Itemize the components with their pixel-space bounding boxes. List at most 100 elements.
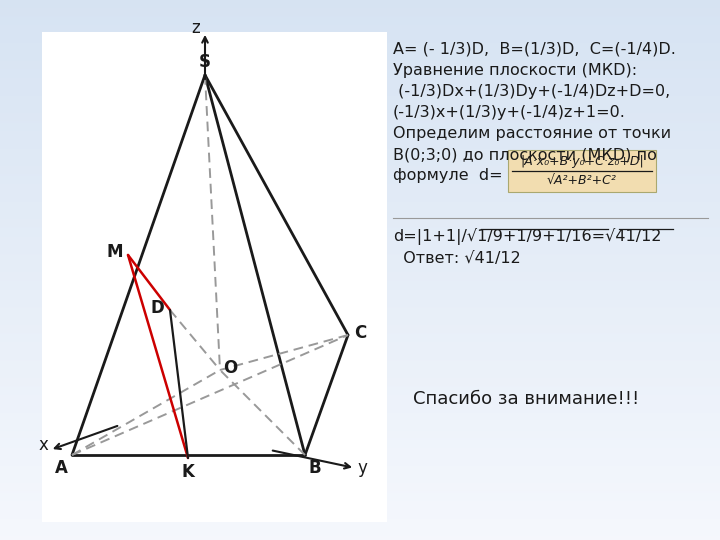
Bar (0, 201, 720, 202)
Bar (0, 515, 720, 516)
Bar (0, 428, 720, 429)
Bar (0, 65, 720, 66)
Bar (0, 371, 720, 372)
Bar (0, 186, 720, 187)
Bar (0, 382, 720, 383)
Bar (0, 450, 720, 451)
Bar (0, 152, 720, 153)
Bar (0, 332, 720, 333)
Bar (0, 491, 720, 492)
Bar (0, 287, 720, 288)
Bar (0, 304, 720, 305)
Bar (0, 106, 720, 107)
Bar (0, 264, 720, 265)
Bar (0, 415, 720, 416)
Bar (508, 150, 656, 192)
Bar (0, 535, 720, 536)
Bar (0, 295, 720, 296)
Bar (0, 402, 720, 403)
Bar (0, 393, 720, 394)
Bar (0, 367, 720, 368)
Bar (0, 146, 720, 147)
Bar (0, 343, 720, 344)
Bar (0, 285, 720, 286)
Bar (0, 495, 720, 496)
Bar (0, 191, 720, 192)
Bar (0, 118, 720, 119)
Bar (0, 366, 720, 367)
Bar (0, 111, 720, 112)
Bar (0, 418, 720, 419)
Bar (0, 439, 720, 440)
Bar (0, 112, 720, 113)
Bar (0, 479, 720, 480)
Bar (0, 119, 720, 120)
Bar (0, 164, 720, 165)
Bar (0, 292, 720, 293)
Bar (0, 229, 720, 230)
Bar (0, 144, 720, 145)
Bar (0, 97, 720, 98)
Text: A: A (55, 459, 68, 477)
Bar (0, 93, 720, 94)
Bar (0, 400, 720, 401)
Bar (0, 431, 720, 432)
Bar (0, 294, 720, 295)
Bar (0, 64, 720, 65)
Bar (0, 456, 720, 457)
Bar (0, 509, 720, 510)
Bar (0, 363, 720, 364)
Bar (0, 69, 720, 70)
Bar (0, 373, 720, 374)
Bar (0, 68, 720, 69)
Bar (0, 324, 720, 325)
Bar (0, 243, 720, 244)
Bar (0, 127, 720, 128)
Bar (0, 242, 720, 243)
Bar (0, 261, 720, 262)
Bar (0, 23, 720, 24)
Bar (0, 424, 720, 425)
Bar (0, 123, 720, 124)
Bar (0, 94, 720, 95)
Bar (0, 91, 720, 92)
Text: (-1/3)x+(1/3)y+(-1/4)z+1=0.: (-1/3)x+(1/3)y+(-1/4)z+1=0. (393, 105, 626, 120)
Bar (0, 184, 720, 185)
Text: |A·x₀+B·y₀+C·z₀+D|: |A·x₀+B·y₀+C·z₀+D| (520, 155, 644, 168)
Bar (0, 381, 720, 382)
Bar (0, 388, 720, 389)
Bar (0, 238, 720, 239)
Bar (0, 427, 720, 428)
Bar (0, 438, 720, 439)
Bar (0, 305, 720, 306)
Bar (0, 306, 720, 307)
Bar (0, 52, 720, 53)
Bar (0, 452, 720, 453)
Bar (0, 148, 720, 149)
Bar (0, 215, 720, 216)
Bar (0, 455, 720, 456)
Bar (0, 499, 720, 500)
Bar (0, 246, 720, 247)
Bar (0, 121, 720, 122)
Bar (0, 524, 720, 525)
Bar (0, 193, 720, 194)
Bar (0, 218, 720, 219)
Bar (0, 474, 720, 475)
Text: A= (- 1/3)D,  B=(1/3)D,  C=(-1/4)D.: A= (- 1/3)D, B=(1/3)D, C=(-1/4)D. (393, 42, 676, 57)
Bar (0, 89, 720, 90)
Bar (0, 470, 720, 471)
Bar (0, 318, 720, 319)
Bar (0, 512, 720, 513)
Bar (0, 160, 720, 161)
Text: √A²+B²+C²: √A²+B²+C² (547, 174, 617, 187)
Bar (0, 525, 720, 526)
Text: В(0;3;0) до плоскости (МКD) по: В(0;3;0) до плоскости (МКD) по (393, 147, 657, 162)
Bar (0, 141, 720, 142)
Bar (0, 462, 720, 463)
Bar (0, 465, 720, 466)
Bar (0, 315, 720, 316)
Bar (0, 497, 720, 498)
Text: D: D (150, 299, 164, 317)
Bar (0, 417, 720, 418)
